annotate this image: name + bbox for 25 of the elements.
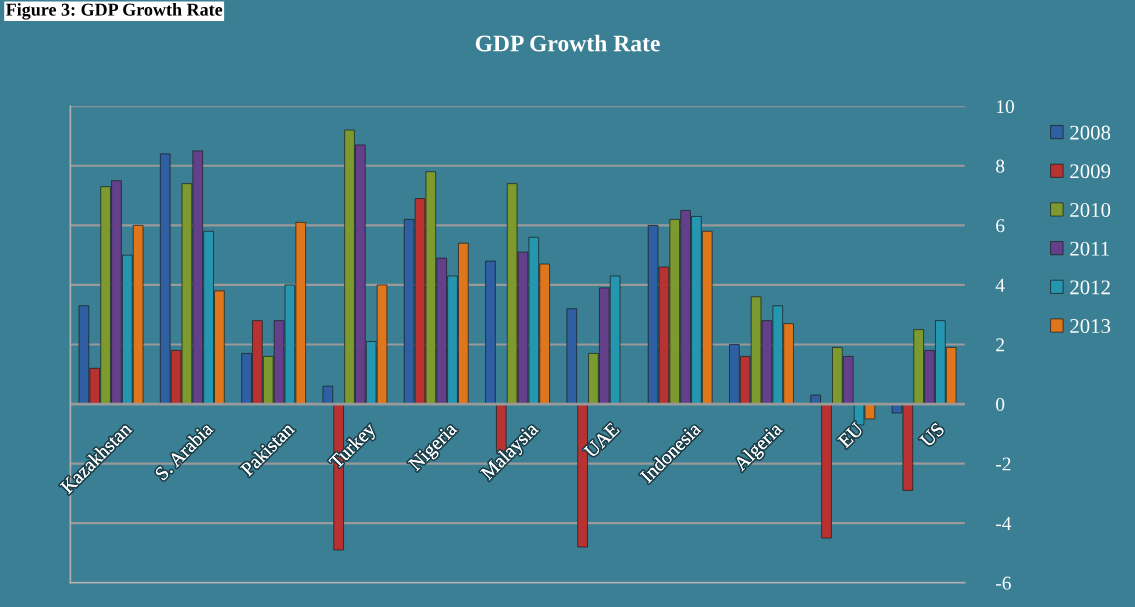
x-tick-label: EU <box>837 421 865 449</box>
y-tick-label: 0 <box>996 397 1005 411</box>
y-tick-label: -6 <box>996 576 1011 590</box>
legend-label: 2009 <box>1070 164 1111 179</box>
caption: Figure 3: GDP Growth Rate <box>5 3 223 20</box>
bar <box>810 394 821 405</box>
y-tick-label: -2 <box>996 457 1011 471</box>
bar <box>322 385 334 405</box>
legend-label: 2008 <box>1070 125 1111 140</box>
legend-label: 2010 <box>1070 202 1111 218</box>
y-tick-label: 4 <box>995 278 1005 292</box>
chart-title: GDP Growth Rate <box>475 34 660 52</box>
x-tick-label: UAE <box>583 422 620 459</box>
y-tick-label: 6 <box>996 219 1005 233</box>
x-tick-label: US <box>919 422 945 448</box>
legend-label: 2012 <box>1070 280 1110 295</box>
bar <box>821 403 832 539</box>
y-tick-label: -4 <box>996 517 1012 530</box>
legend-label: 2013 <box>1070 319 1111 334</box>
legend-label: 2011 <box>1070 241 1109 256</box>
y-tick-label: 8 <box>996 159 1005 173</box>
bar <box>566 308 577 405</box>
y-tick-label: 10 <box>997 100 1015 114</box>
bar <box>485 260 496 405</box>
y-tick-label: 2 <box>996 338 1004 352</box>
